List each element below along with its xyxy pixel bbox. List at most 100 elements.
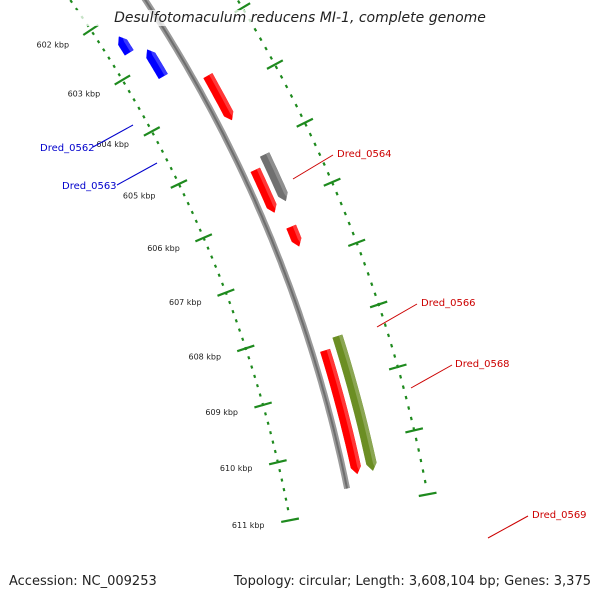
tick-dot [96,39,101,44]
tick-dot [173,175,178,180]
tick-dot [366,272,370,276]
tick-dot [284,497,288,501]
red-gene-dred-0569-a-body[interactable] [320,348,361,475]
major-tick-inner [254,401,272,409]
tick-label: 602 kbp [36,40,69,49]
major-tick-outer [323,177,341,187]
olive-gene-dred-0569[interactable] [332,334,377,472]
genome-summary-text: Topology: circular; Length: 3,608,104 bp… [233,574,591,589]
tick-dot [359,251,363,256]
gene-label-leader [410,364,453,389]
gene-label[interactable]: Dred_0566 [421,298,476,309]
tick-dot [339,201,343,206]
tick-dot [414,437,418,442]
tick-dot [258,37,263,42]
label-leader-layer: Dred_0562 Dred_0563 Dred_0564 Dred_0566 Dred… [40,124,587,539]
tick-dot [234,319,238,323]
tick-dot [186,201,190,206]
red-gene-dred-0564-highlight [209,73,235,119]
red-gene-dred-0565[interactable] [250,167,278,213]
tick-dot [284,84,289,89]
red-gene-dred-0569-a[interactable] [320,348,361,475]
major-tick-outer [266,59,284,70]
red-gene-dred-0569-a-highlight [326,349,361,474]
blue-gene-dred-0563-body[interactable] [146,49,168,80]
tick-label: 606 kbp [147,244,180,253]
tick-dot [258,393,262,397]
tick-dot [178,184,182,188]
major-tick-outer [347,238,366,248]
red-gene-dred-0568[interactable] [286,224,303,247]
tick-label: 605 kbp [123,191,156,200]
tick-dot [127,89,131,94]
tick-dot [137,106,141,111]
tick-layer: 602 kbp 603 kbp 604 kbp 605 kbp 606 kbp 607 k… [36,0,437,530]
gene-label[interactable]: Dred_0564 [337,149,392,160]
feature-layer [118,34,377,475]
outer-tick-ring [237,0,427,484]
tick-dot [399,374,403,379]
tick-dot [237,0,241,4]
tick-dot [264,412,267,416]
blue-gene-dred-0563-highlight [150,48,168,76]
gene-label[interactable]: Dred_0568 [455,359,510,370]
tick-dot [351,231,355,236]
tick-dot [151,132,155,136]
tick-dot [362,261,367,266]
tick-dot [274,65,279,70]
gene-label[interactable]: Dred_0563 [62,181,117,192]
tick-dot [142,114,146,119]
major-tick-inner [194,233,213,243]
tick-dot [217,273,221,278]
backbone-layer [141,0,351,490]
tick-label: 604 kbp [96,140,129,149]
genome-backbone-core [144,0,349,489]
tick-dot [165,157,169,162]
tick-dot [289,94,294,98]
gene-label[interactable]: Dred_0569 [532,510,587,521]
tick-dot [69,0,73,4]
gray-gene-dred-0566-body[interactable] [259,152,288,202]
tick-dot [247,355,251,360]
gene-label[interactable]: Dred_0562 [40,143,95,154]
major-tick-inner [114,74,131,86]
tick-dot [117,72,121,77]
tick-dot [409,416,413,421]
tick-dot [266,421,270,425]
tick-dot [269,55,273,60]
tick-label: 608 kbp [188,353,221,362]
tick-dot [317,152,322,157]
tick-dot [182,192,186,197]
tick-dot [286,506,290,511]
tick-dot [370,282,374,287]
red-gene-dred-0565-highlight [256,167,278,212]
gene-label-leader [487,515,529,539]
tick-dot [373,292,377,297]
tick-dot [112,64,116,69]
major-tick-inner [280,517,300,523]
blue-gene-dred-0562-body[interactable] [118,36,134,56]
tick-label: 607 kbp [169,298,202,307]
red-gene-dred-0568-body[interactable] [286,224,302,247]
tick-dot [213,264,218,269]
olive-gene-dred-0569-body[interactable] [332,334,377,472]
tick-dot [313,142,317,147]
blue-gene-dred-0562[interactable] [118,34,134,56]
tick-dot [280,478,284,482]
major-tick-inner [82,24,99,36]
tick-label: 610 kbp [220,464,253,473]
tick-label: 611 kbp [232,521,265,530]
red-gene-dred-0565-body[interactable] [250,167,277,213]
blue-gene-dred-0563[interactable] [146,48,168,80]
red-gene-dred-0564-body[interactable] [203,72,234,121]
red-gene-dred-0564[interactable] [203,72,235,121]
tick-dot [380,312,384,317]
tick-dot [250,365,254,369]
gray-gene-dred-0566[interactable] [259,152,289,202]
major-tick-inner [236,344,255,353]
major-tick-inner [217,288,235,297]
tick-dot [264,46,268,51]
tick-dot [322,162,326,166]
accession-text: Accession: NC_009253 [9,574,157,589]
